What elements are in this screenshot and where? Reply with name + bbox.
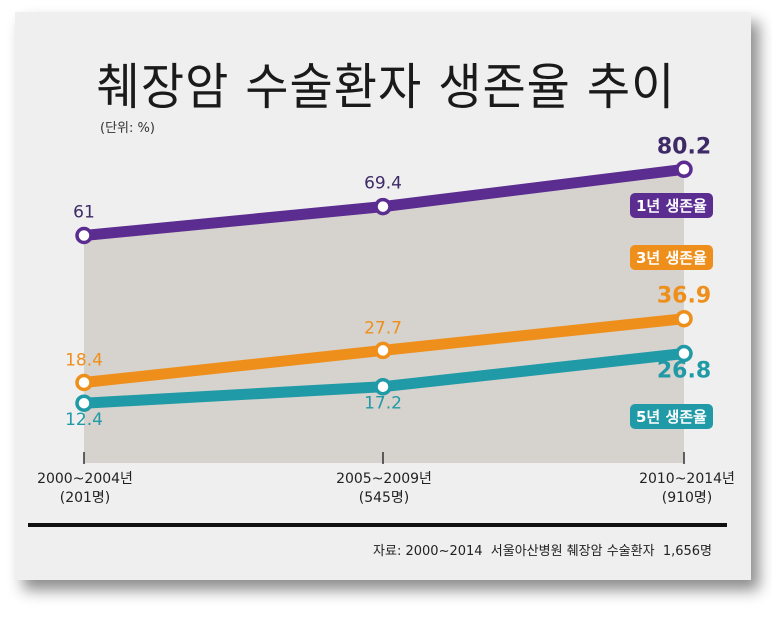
data-point: [75, 373, 93, 392]
x-tick-label: 2000~2004년 (201명): [30, 470, 140, 508]
x-tick-label: 2005~2009년 (545명): [329, 470, 439, 508]
data-point: [675, 309, 693, 328]
chart-title: 췌장암 수술환자 생존율 추이: [96, 58, 676, 117]
data-label: 17.2: [364, 394, 402, 414]
data-label: 36.9: [657, 284, 711, 309]
data-label: 80.2: [657, 134, 711, 159]
legend-badge-3: 5년 생존율: [630, 404, 713, 429]
data-point: [374, 341, 392, 360]
x-tick-patients: (910명): [661, 490, 713, 506]
source-note: 자료: 2000~2014 서울아산병원 췌장암 수술환자 1,656명: [373, 544, 712, 559]
data-label: 18.4: [65, 351, 103, 371]
x-tick-patients: (545명): [358, 490, 410, 506]
x-tick-label: 2010~2014년 (910명): [632, 470, 742, 508]
data-point: [675, 160, 693, 179]
x-tick-patients: (201명): [59, 490, 111, 506]
data-label: 61: [73, 203, 95, 223]
data-label: 26.8: [657, 359, 711, 384]
x-tick-period: 2000~2004년: [37, 471, 133, 487]
legend-badge-2: 3년 생존율: [630, 245, 713, 270]
unit-label: (단위: %): [100, 121, 155, 136]
data-point: [75, 226, 93, 245]
data-label: 12.4: [65, 410, 103, 430]
data-point: [75, 394, 93, 412]
data-label: 69.4: [364, 174, 402, 194]
x-tick-period: 2005~2009년: [336, 471, 432, 487]
data-point: [374, 377, 392, 396]
data-label: 27.7: [364, 318, 402, 338]
data-point: [675, 344, 693, 363]
legend-badge-1: 1년 생존율: [630, 193, 713, 218]
x-tick-period: 2010~2014년: [639, 471, 735, 487]
data-point: [374, 197, 392, 216]
